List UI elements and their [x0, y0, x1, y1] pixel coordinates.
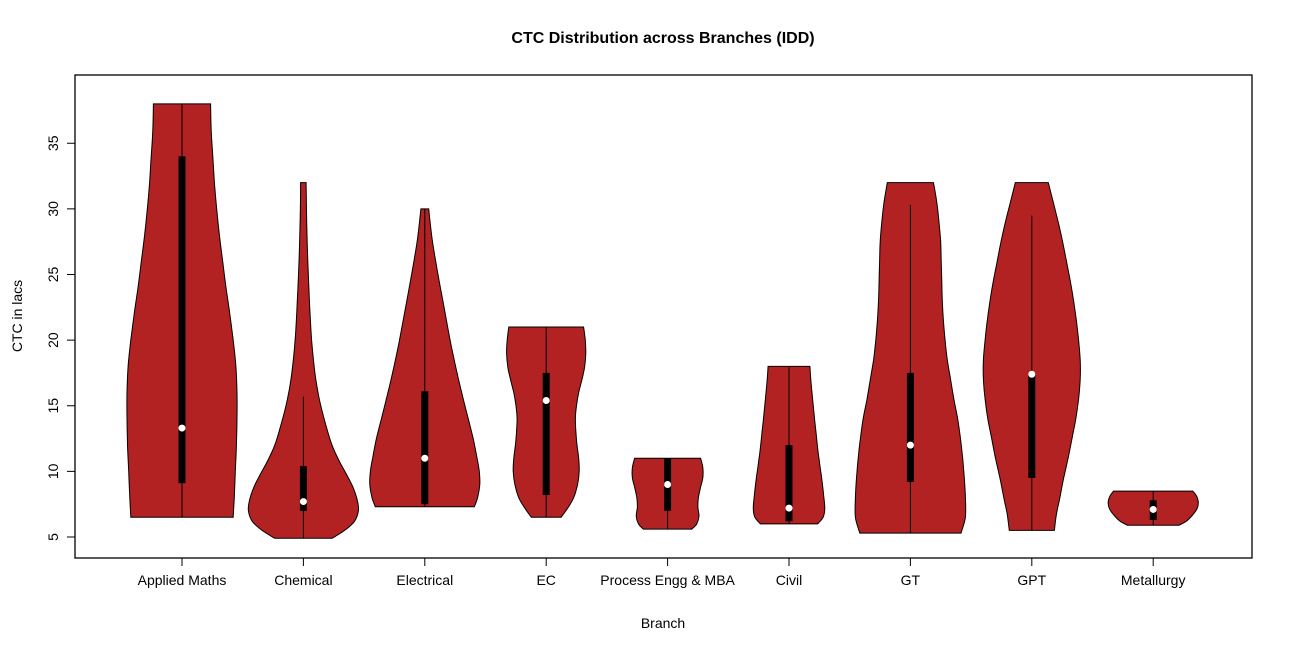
violin-ec: [506, 326, 587, 518]
x-tick-label: Process Engg & MBA: [600, 572, 735, 588]
x-tick-label: GT: [901, 572, 921, 588]
violin-metallurgy: [1107, 490, 1199, 526]
median-dot: [785, 504, 793, 512]
violin-civil: [752, 365, 826, 525]
x-tick-label: EC: [536, 572, 555, 588]
median-dot: [1149, 505, 1157, 513]
x-axis-title: Branch: [641, 615, 685, 631]
x-tick-label: Applied Maths: [138, 572, 227, 588]
violin-chemical: [247, 182, 360, 539]
violin-electrical: [369, 208, 481, 508]
plot-border: [74, 74, 1253, 559]
median-dot: [664, 481, 672, 488]
median-dot: [178, 424, 186, 432]
y-tick-label: 30: [45, 201, 61, 217]
x-tick-label: Chemical: [274, 572, 332, 588]
y-tick-label: 15: [45, 398, 61, 414]
median-dot: [299, 498, 307, 506]
iqr-box: [299, 466, 307, 511]
plot-region: 5 10 15 20 25 30 35 Applied Maths Chemical Electr…: [45, 74, 1253, 588]
x-tick-label: Electrical: [396, 572, 453, 588]
median-dot: [542, 397, 550, 404]
y-tick-label: 5: [45, 533, 61, 541]
iqr-box: [785, 445, 793, 522]
iqr-box: [906, 372, 914, 482]
median-dot: [906, 441, 914, 449]
median-dot: [421, 454, 429, 462]
y-tick-label: 25: [45, 267, 61, 283]
x-tick-label: Metallurgy: [1121, 572, 1186, 588]
iqr-box: [1028, 372, 1036, 478]
violin-process-engg-mba: [631, 457, 704, 530]
y-axis-title: CTC in lacs: [9, 280, 25, 352]
violin-shape: [247, 182, 360, 539]
x-tick-label: GPT: [1017, 572, 1046, 588]
violin-gpt: [982, 182, 1081, 531]
y-tick-label: 35: [45, 135, 61, 151]
y-tick-label: 10: [45, 463, 61, 479]
median-dot: [1028, 370, 1036, 378]
iqr-box: [542, 372, 550, 495]
y-tick-label: 20: [45, 332, 61, 348]
x-tick-label: Civil: [776, 572, 802, 588]
iqr-box: [421, 391, 429, 505]
chart-title: CTC Distribution across Branches (IDD): [511, 30, 814, 47]
violin-applied-maths: [126, 103, 238, 518]
violin-gt: [854, 182, 967, 534]
iqr-box: [178, 156, 186, 484]
